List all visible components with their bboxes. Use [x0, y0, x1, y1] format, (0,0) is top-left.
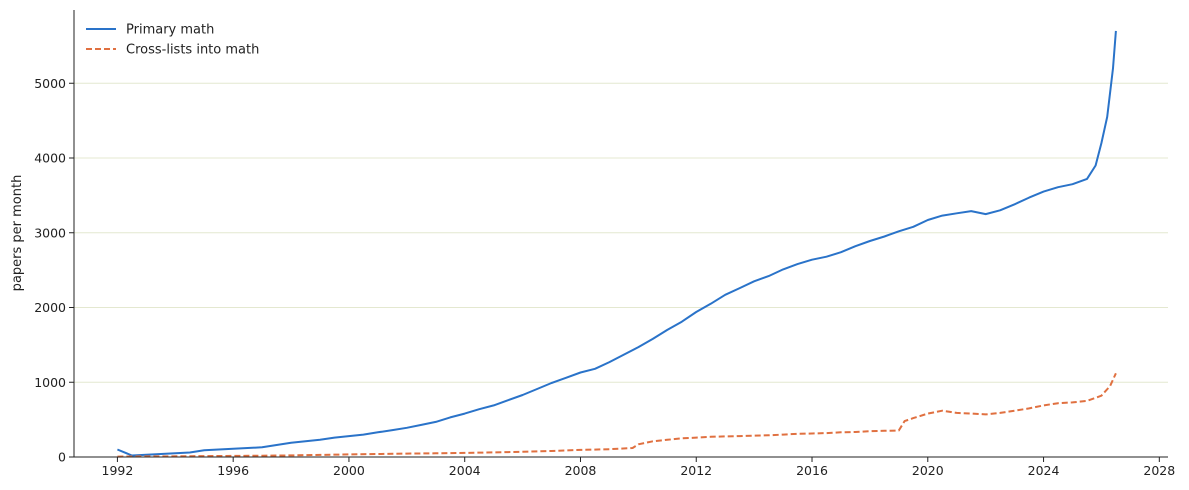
y-ticks: 0 1000 2000 3000 4000 5000	[34, 76, 74, 465]
x-tick-label-2024: 2024	[1028, 463, 1060, 478]
x-tick-label-2004: 2004	[449, 463, 481, 478]
x-tick-label-2020: 2020	[912, 463, 944, 478]
legend-label-2: Cross-lists into math	[126, 43, 259, 58]
y-tick-label-2000: 2000	[34, 300, 66, 315]
series-line-1	[117, 30, 1117, 457]
series-line-2	[117, 372, 1117, 458]
y-tick-label-1000: 1000	[34, 375, 66, 390]
x-tick-label-2028: 2028	[1143, 463, 1175, 478]
series-group	[117, 30, 1117, 458]
gridlines	[74, 82, 1168, 383]
x-ticks: 1992 1996 2000 2004 2008 2012 2016 2020 2024 2028	[102, 457, 1175, 478]
y-axis-label: papers per month	[10, 175, 25, 292]
legend: Primary math Cross-lists into math	[86, 23, 259, 58]
x-tick-label-1996: 1996	[217, 463, 249, 478]
x-tick-label-2012: 2012	[680, 463, 712, 478]
axes	[73, 10, 1168, 458]
x-tick-label-2008: 2008	[565, 463, 597, 478]
x-tick-label-1992: 1992	[102, 463, 134, 478]
y-tick-label-4000: 4000	[34, 151, 66, 166]
x-tick-label-2016: 2016	[796, 463, 828, 478]
y-tick-label-5000: 5000	[34, 76, 66, 91]
x-tick-label-2000: 2000	[333, 463, 365, 478]
legend-label-1: Primary math	[126, 23, 214, 38]
y-tick-label-0: 0	[58, 450, 66, 465]
y-tick-label-3000: 3000	[34, 225, 66, 240]
